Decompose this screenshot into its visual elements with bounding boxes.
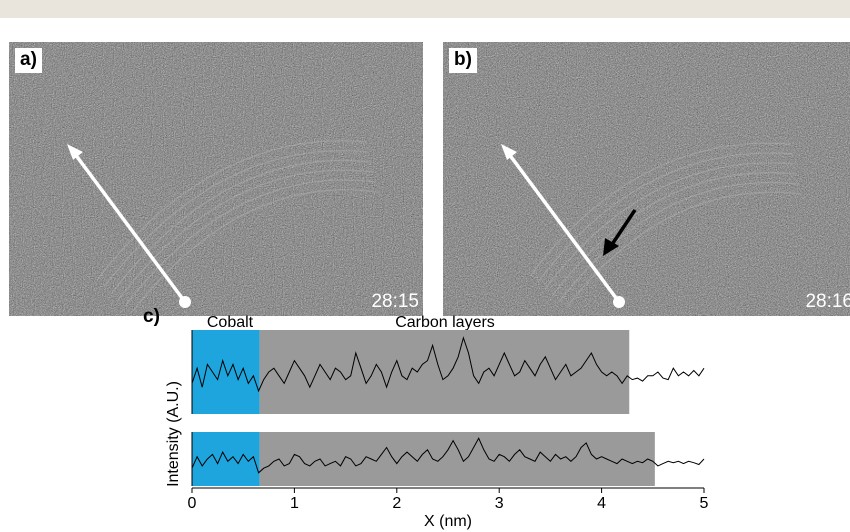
timestamp-a: 28:15 — [371, 291, 419, 312]
intensity-line-2 — [191, 437, 705, 474]
x-tick-label: 4 — [597, 495, 606, 512]
line-profile-chart: c) Cobalt Carbon layers Intensity (A.U.)… — [143, 306, 709, 530]
lattice-fringes-a — [96, 140, 378, 313]
profile-plot-1 — [191, 330, 705, 414]
cobalt-label: Cobalt — [207, 314, 254, 331]
lattice-fringes-b — [530, 142, 802, 309]
x-tick-label: 2 — [392, 495, 401, 512]
top-bar — [0, 0, 850, 18]
cobalt-region-1 — [192, 330, 260, 414]
x-tick-label: 3 — [495, 495, 504, 512]
panel-label-a: a) — [15, 48, 42, 73]
x-tick-label: 5 — [700, 495, 709, 512]
carbon-layers-label: Carbon layers — [395, 314, 495, 331]
x-tick-label: 0 — [188, 495, 197, 512]
x-tick-label: 1 — [290, 495, 299, 512]
arrow-b — [501, 144, 625, 308]
panel-label-b: b) — [449, 48, 477, 73]
tem-texture-b — [443, 42, 850, 316]
tem-image-b: b) 28:16 — [443, 42, 850, 316]
arrow-a — [67, 144, 191, 308]
x-axis-label: X (nm) — [424, 513, 472, 530]
tem-texture-a — [9, 42, 423, 316]
intensity-line-1 — [191, 336, 705, 393]
timestamp-b: 28:16 — [805, 291, 850, 312]
cobalt-region-2 — [192, 432, 260, 486]
carbon-region-2 — [259, 432, 655, 486]
black-arrow-b — [603, 209, 637, 256]
panel-label-c: c) — [143, 306, 160, 327]
plots — [191, 330, 705, 486]
x-ticks: 0 1 2 3 4 5 — [188, 487, 709, 512]
carbon-region-1 — [259, 330, 630, 414]
tem-image-a: a) 28:15 — [9, 42, 423, 316]
y-axis-label: Intensity (A.U.) — [165, 381, 182, 487]
profile-plot-2 — [191, 432, 705, 486]
